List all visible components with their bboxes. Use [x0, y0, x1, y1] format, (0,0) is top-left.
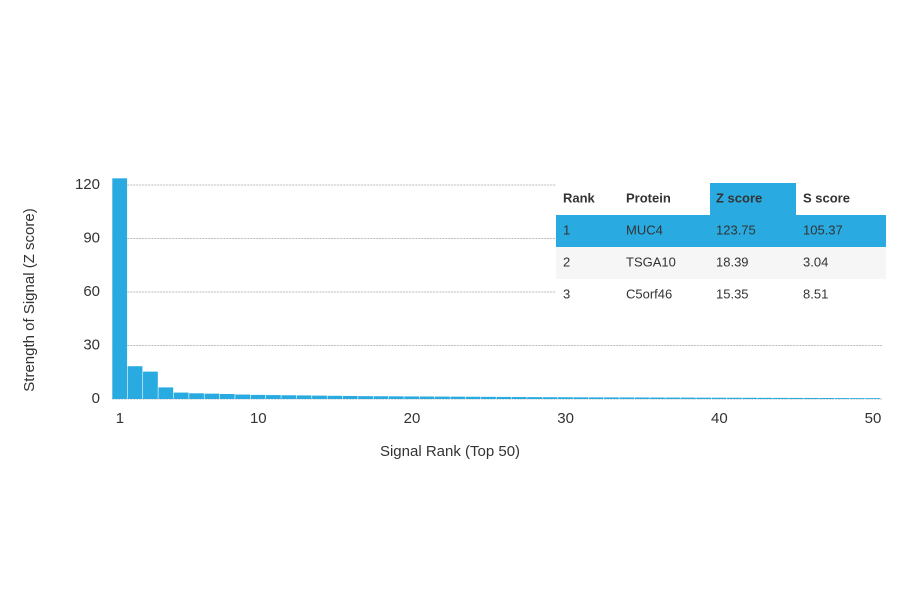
bar — [296, 395, 312, 399]
table-header: S score — [803, 190, 850, 205]
bar — [788, 397, 804, 399]
bar — [312, 395, 327, 399]
table-header: Protein — [626, 190, 671, 205]
bar — [757, 397, 773, 399]
y-tick-label: 90 — [83, 229, 100, 246]
bar — [342, 395, 358, 399]
table-cell: 3 — [563, 286, 570, 301]
table-cell: MUC4 — [626, 222, 663, 237]
bar — [358, 396, 373, 399]
bar — [327, 395, 343, 399]
y-tick-label: 120 — [75, 176, 100, 193]
x-axis-label: Signal Rank (Top 50) — [380, 443, 520, 460]
bar — [634, 397, 650, 399]
bar — [696, 397, 712, 399]
table-cell: 8.51 — [803, 286, 828, 301]
bar — [465, 396, 481, 399]
x-tick-label: 20 — [404, 410, 421, 427]
x-tick-label: 1 — [116, 410, 124, 427]
bar — [250, 394, 266, 399]
bar — [727, 397, 742, 399]
x-tick-label: 30 — [557, 410, 574, 427]
bar — [143, 371, 158, 399]
bar — [511, 397, 527, 399]
bar — [742, 397, 758, 399]
bar — [235, 394, 251, 399]
x-tick-label: 40 — [711, 410, 728, 427]
table-cell: C5orf46 — [626, 286, 672, 301]
bar — [281, 395, 297, 399]
row-background — [556, 247, 886, 279]
bar — [265, 395, 281, 399]
bar — [573, 397, 589, 399]
bar — [803, 397, 819, 399]
table-cell: 1 — [563, 222, 570, 237]
bar — [189, 393, 204, 399]
y-tick-label: 30 — [83, 336, 100, 353]
bar — [542, 397, 558, 399]
y-axis-label: Strength of Signal (Z score) — [21, 208, 38, 391]
row-highlight — [556, 215, 886, 247]
table: Rank Protein Z score S score 1 MUC4 123.75 105.… — [556, 183, 886, 309]
bar — [388, 396, 404, 399]
bar — [588, 397, 604, 399]
x-tick-label: 10 — [250, 410, 267, 427]
bar — [173, 392, 189, 399]
bar — [435, 396, 450, 399]
y-tick-label: 60 — [83, 283, 100, 300]
table-header: Rank — [563, 190, 596, 205]
table-cell: 15.35 — [716, 286, 749, 301]
bar — [112, 178, 128, 399]
bar — [373, 396, 389, 399]
bar — [604, 397, 619, 399]
bar — [219, 394, 235, 399]
table-cell: 123.75 — [716, 222, 756, 237]
bar — [496, 396, 512, 399]
bar — [650, 397, 665, 399]
bar — [619, 397, 635, 399]
table-cell: TSGA10 — [626, 254, 676, 269]
bar — [450, 396, 466, 399]
table-cell: 105.37 — [803, 222, 843, 237]
bar — [527, 397, 543, 399]
bar — [404, 396, 420, 399]
bar — [865, 398, 881, 399]
bar — [204, 393, 220, 399]
table-header: Z score — [716, 190, 762, 205]
bar — [849, 398, 865, 399]
bar — [158, 387, 174, 399]
bar — [557, 397, 573, 399]
bar — [834, 398, 850, 399]
bar — [773, 397, 788, 399]
table-cell: 18.39 — [716, 254, 749, 269]
bar — [819, 398, 834, 399]
table-cell: 2 — [563, 254, 570, 269]
y-tick-label: 0 — [92, 390, 100, 407]
bar — [481, 396, 496, 399]
table-cell: 3.04 — [803, 254, 828, 269]
bar — [665, 397, 681, 399]
bar — [127, 366, 143, 399]
bar — [680, 397, 696, 399]
bar — [419, 396, 435, 399]
bar — [711, 397, 727, 399]
x-tick-label: 50 — [865, 410, 882, 427]
header-highlight — [710, 183, 796, 215]
